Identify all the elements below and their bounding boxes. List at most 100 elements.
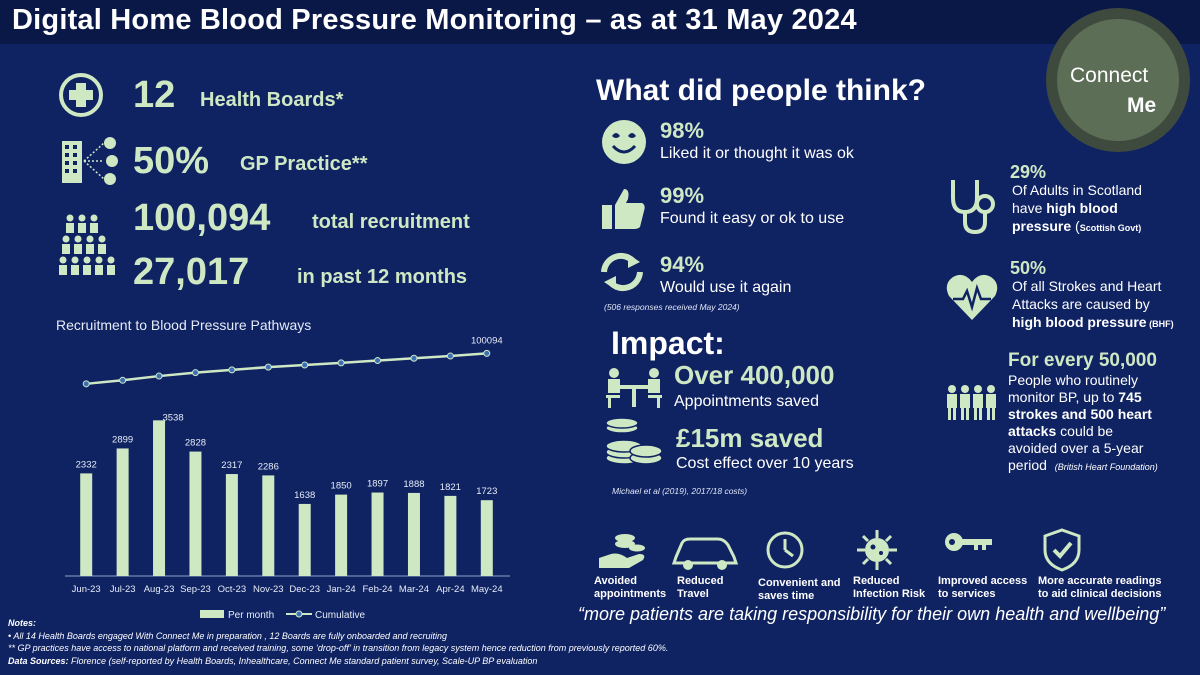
cumulative-point-oct-23 [228, 366, 236, 374]
bar-label-may-24: 1723 [476, 486, 497, 497]
impact-heading: Impact: [611, 325, 725, 361]
clock-icon [766, 531, 804, 569]
fact2-text: Of all Strokes and Heart Attacks are cau… [1012, 277, 1192, 333]
refresh-icon [601, 252, 643, 292]
chart-legend: Per month Cumulative [200, 610, 365, 620]
x-tick-mar-24: Mar-24 [399, 584, 429, 595]
bar-dec-23 [298, 503, 311, 576]
x-tick-feb-24: Feb-24 [362, 584, 392, 595]
note-1: • All 14 Health Boards engaged With Conn… [8, 630, 448, 641]
notes: Notes: • All 14 Health Boards engaged Wi… [8, 617, 668, 667]
bar-label-feb-24: 1897 [367, 479, 388, 490]
bar-label-aug-23: 3538 [162, 412, 183, 423]
x-tick-jul-23: Jul-23 [110, 584, 136, 595]
bar-label-jan-24: 1850 [331, 481, 352, 492]
think-text-3: Would use it again [660, 279, 792, 296]
hospital-cross-icon [59, 73, 103, 117]
virus-icon [857, 530, 897, 570]
total-recruitment-label: total recruitment [312, 211, 470, 233]
title-bar [0, 0, 1200, 44]
bar-label-dec-23: 1638 [294, 490, 315, 501]
cumulative-line [86, 352, 487, 386]
cumulative-point-feb-24 [374, 357, 382, 365]
think-text-1: Liked it or thought it was ok [660, 145, 854, 162]
patient-quote: “more patients are taking responsibility… [578, 604, 1166, 624]
x-tick-jan-24: Jan-24 [327, 584, 356, 595]
benefit-improved-access: Improved access to services [938, 575, 1028, 600]
logo-text-connect: Connect [1070, 64, 1149, 87]
bar-nov-23 [262, 475, 275, 576]
gp-practice-label: GP Practice** [240, 153, 368, 175]
fact2-line3: high blood pressure (BHF) [1012, 314, 1174, 330]
cumulative-point-mar-24 [410, 354, 418, 362]
note-2: ** GP practices have access to national … [8, 643, 669, 653]
health-boards-number: 12 [133, 74, 176, 116]
cost-saved-text: Cost effect over 10 years [676, 455, 854, 472]
x-tick-dec-23: Dec-23 [289, 584, 320, 595]
fact2-line2: Attacks are caused by [1012, 296, 1150, 312]
fact3-line1: People who routinely [1008, 372, 1138, 388]
cumulative-point-apr-24 [446, 352, 454, 360]
smiley-icon [602, 120, 646, 164]
shield-check-icon [1043, 528, 1081, 572]
bar-jan-24 [335, 494, 348, 576]
cumulative-point-nov-23 [264, 363, 272, 371]
legend-per-month: Per month [228, 610, 274, 620]
fact1-pct: 29% [1010, 162, 1047, 182]
x-tick-apr-24: Apr-24 [436, 584, 465, 595]
recruitment-chart: 100094 2332 2899 3538 2828 2317 2286 1638 1850 1… [65, 335, 510, 620]
bar-label-sep-23: 2828 [185, 438, 206, 449]
think-pct-1: 98% [660, 118, 705, 143]
cumulative-point-jan-24 [337, 359, 345, 367]
bar-oct-23 [225, 474, 238, 576]
past-12-months-number: 27,017 [133, 251, 250, 293]
people-group-icon [947, 385, 996, 420]
think-pct-3: 94% [660, 252, 705, 277]
cumulative-point-sep-23 [191, 369, 199, 377]
fact3-heading: For every 50,000 [1008, 350, 1157, 371]
bar-label-jun-23: 2332 [76, 459, 97, 470]
think-pct-2: 99% [660, 183, 705, 208]
x-tick-oct-23: Oct-23 [218, 584, 247, 595]
coins-icon [605, 418, 663, 465]
car-icon [671, 537, 739, 570]
bar-jun-23 [80, 473, 93, 576]
legend-swatch-per-month [200, 610, 224, 618]
fact3-line5: avoided over a 5-year [1008, 440, 1144, 456]
people-crowd-icon [59, 214, 115, 275]
total-recruitment-number: 100,094 [133, 197, 271, 239]
health-boards-label: Health Boards* [200, 89, 344, 111]
bar-jul-23 [116, 448, 129, 576]
logo-inner-circle [1057, 19, 1179, 141]
benefit-infection-risk: Reduced Infection Risk [853, 575, 926, 600]
appointments-number: Over 400,000 [674, 360, 835, 390]
bar-may-24 [480, 500, 493, 576]
key-icon [945, 533, 992, 551]
think-heading: What did people think? [596, 74, 926, 107]
gp-practice-number: 50% [133, 140, 210, 182]
meeting-table-icon [606, 368, 662, 408]
x-tick-nov-23: Nov-23 [253, 584, 284, 595]
fact3-line2: monitor BP, up to 745 [1008, 389, 1142, 405]
x-tick-may-24: May-24 [471, 584, 503, 595]
stethoscope-icon [951, 180, 995, 235]
bar-feb-24 [371, 492, 384, 576]
notes-heading: Notes: [8, 618, 37, 628]
x-tick-jun-23: Jun-23 [72, 584, 101, 595]
fact3-line3: strokes and 500 heart [1008, 406, 1152, 422]
fact2-pct: 50% [1010, 258, 1047, 278]
cumulative-point-aug-23 [155, 372, 163, 380]
bar-mar-24 [407, 492, 420, 576]
legend-marker-cumulative [295, 610, 303, 618]
fact2-line1: Of all Strokes and Heart [1012, 278, 1162, 294]
bar-label-apr-24: 1821 [440, 482, 461, 493]
fact1-line3: pressure (Scottish Govt) [1012, 218, 1142, 234]
x-tick-sep-23: Sep-23 [180, 584, 211, 595]
think-text-2: Found it easy or ok to use [660, 210, 845, 227]
bar-label-nov-23: 2286 [258, 461, 279, 472]
fact3-line4: attacks could be [1008, 423, 1114, 439]
benefit-avoided-appointments: Avoided appointments [594, 575, 667, 600]
bar-sep-23 [189, 451, 202, 576]
x-tick-aug-23: Aug-23 [144, 584, 175, 595]
cumulative-point-jun-23 [82, 380, 90, 388]
